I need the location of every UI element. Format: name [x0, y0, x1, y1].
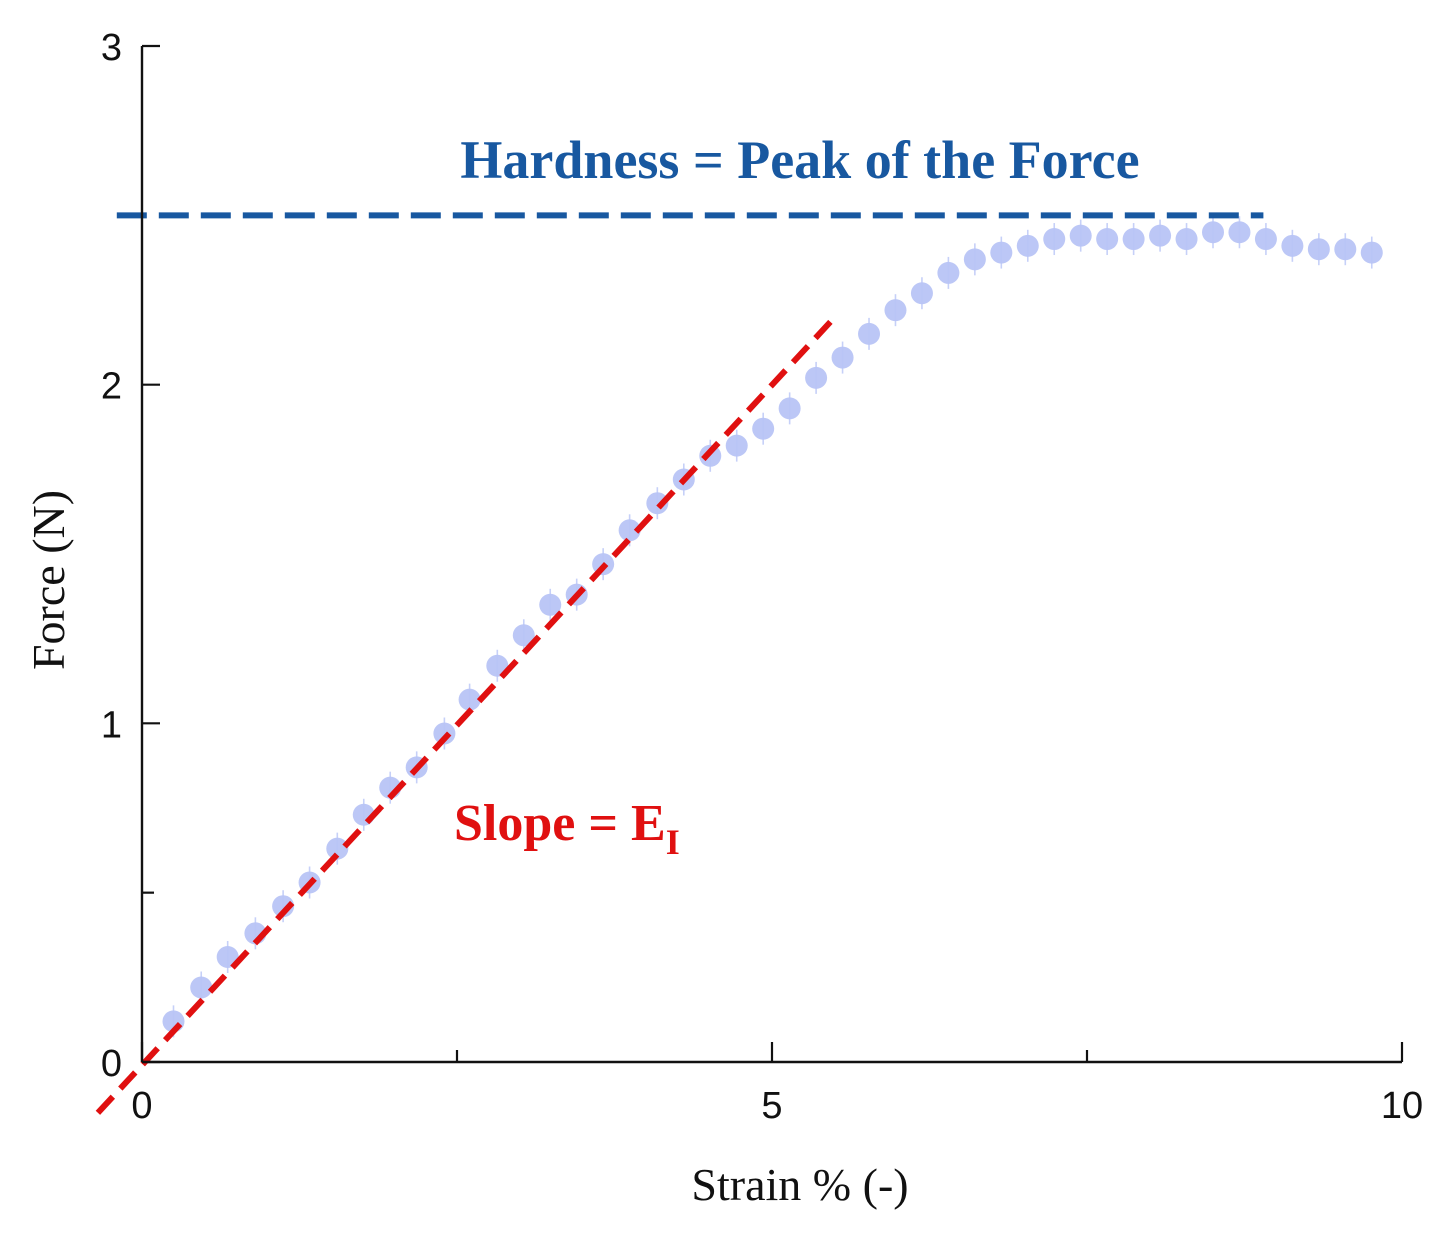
data-point	[910, 282, 933, 305]
data-point	[1281, 234, 1304, 257]
tick-labels: 0 5 10 0 1 2 3	[101, 27, 1423, 1127]
data-point	[778, 397, 801, 420]
y-tick-label: 1	[101, 704, 122, 746]
reference-lines	[95, 212, 1264, 1115]
data-point	[433, 722, 456, 745]
data-point	[725, 434, 748, 457]
data-point	[884, 299, 907, 322]
data-point	[272, 895, 295, 918]
data-point	[858, 322, 881, 345]
data-point	[752, 417, 775, 440]
slope-annotation-prefix: Slope = E	[454, 795, 666, 852]
data-point	[937, 261, 960, 284]
slope-fit-line	[95, 314, 838, 1115]
data-points	[162, 221, 1383, 1033]
data-point	[458, 688, 481, 711]
data-point	[1149, 224, 1172, 247]
hardness-annotation: Hardness = Peak of the Force	[460, 130, 1139, 190]
data-point	[1254, 228, 1277, 251]
axes	[140, 44, 1404, 1064]
data-point	[963, 248, 986, 271]
data-point	[1122, 228, 1145, 251]
slope-annotation: Slope = EI	[454, 795, 680, 862]
data-point	[1334, 238, 1357, 261]
y-axis-label: Force (N)	[23, 490, 74, 670]
data-point	[190, 976, 213, 999]
data-point	[1175, 228, 1198, 251]
x-tick-label: 5	[761, 1085, 782, 1127]
x-axis-label: Strain % (-)	[691, 1159, 908, 1210]
data-point	[805, 366, 828, 389]
data-point	[1228, 221, 1251, 244]
error-bars	[172, 216, 1373, 1038]
data-point	[831, 346, 854, 369]
data-point	[1069, 224, 1092, 247]
slope-annotation-subscript: I	[666, 822, 680, 862]
y-tick-label: 3	[101, 27, 122, 69]
x-tick-label: 0	[131, 1085, 152, 1127]
data-point	[1202, 221, 1224, 244]
y-tick-label: 2	[101, 366, 122, 408]
data-point	[512, 624, 535, 647]
data-point	[1043, 228, 1066, 251]
data-point	[618, 519, 641, 542]
data-point	[1096, 228, 1119, 251]
y-tick-label: 0	[101, 1043, 122, 1085]
data-point	[646, 492, 669, 515]
data-point	[1360, 241, 1383, 264]
data-point	[990, 241, 1013, 264]
data-point	[1307, 238, 1330, 261]
x-tick-label: 10	[1381, 1085, 1423, 1127]
data-point	[539, 593, 562, 616]
data-point	[326, 837, 349, 860]
data-point	[1016, 234, 1039, 257]
